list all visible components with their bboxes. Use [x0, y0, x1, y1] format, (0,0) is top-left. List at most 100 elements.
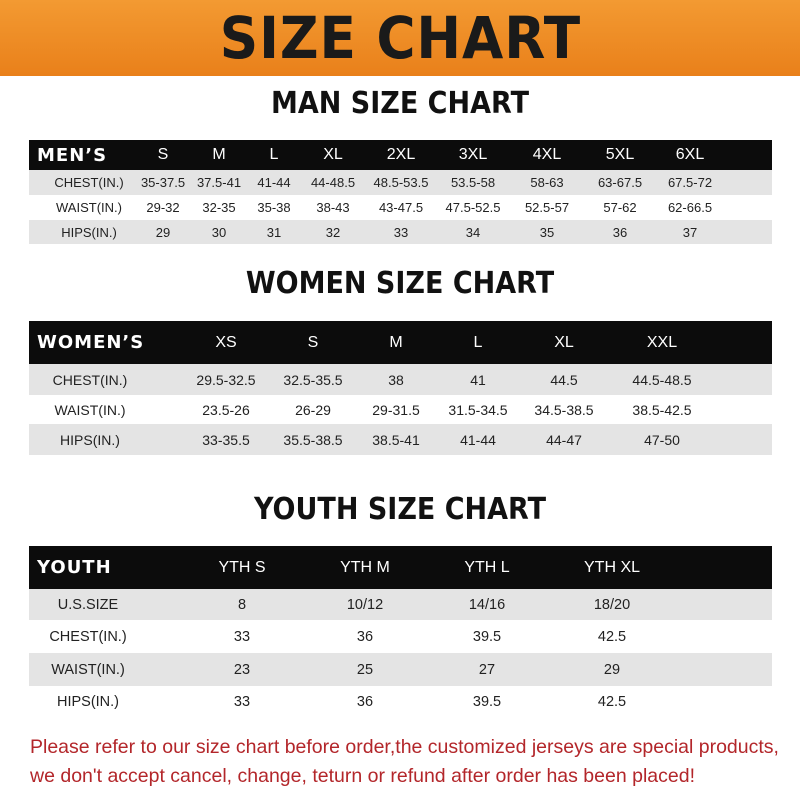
table-row: CHEST(IN.) 35-37.5 37.5-41 41-44 44-48.5 48.5… — [29, 170, 772, 195]
table-cell: 43-47.5 — [378, 200, 424, 215]
table-cell: 33 — [233, 694, 251, 710]
row-label: HIPS(IN.) — [60, 431, 120, 448]
size-header: 4XL — [532, 146, 562, 163]
table-cell: 38-43 — [316, 200, 350, 215]
size-header: XL — [554, 333, 574, 351]
size-header: 6XL — [675, 146, 705, 163]
table-row: CHEST(IN.) 29.5-32.5 32.5-35.5 38 41 44.5 44.5… — [29, 364, 772, 395]
table-cell: 31.5-34.5 — [448, 401, 508, 418]
row-label: CHEST(IN.) — [52, 371, 128, 388]
table-row: WAIST(IN.) 29-32 32-35 35-38 38-43 43-47.5 47.… — [29, 195, 772, 220]
size-header: 2XL — [386, 146, 416, 163]
size-header: YTH M — [340, 558, 390, 576]
table-cell: 30 — [211, 224, 227, 240]
size-chart-banner: SIZE CHART — [0, 0, 800, 76]
table-cell: 62-66.5 — [667, 200, 713, 215]
size-header: S — [307, 333, 319, 351]
size-header: XL — [323, 146, 343, 163]
table-label: YOUTH — [37, 557, 112, 578]
table-cell: 44.5 — [550, 371, 578, 388]
table-cell: 58-63 — [530, 175, 564, 190]
table-row: HIPS(IN.) 33 36 39.5 42.5 — [29, 686, 772, 718]
table-cell: 35-37.5 — [140, 175, 186, 190]
table-cell: 37.5-41 — [196, 175, 242, 190]
table-cell: 42.5 — [597, 694, 627, 710]
size-header: S — [157, 146, 169, 163]
table-cell: 29.5-32.5 — [196, 371, 256, 388]
table-cell: 41 — [470, 371, 486, 388]
size-header: YTH XL — [583, 558, 641, 576]
table-cell: 44.5-48.5 — [632, 371, 692, 388]
table-cell: 8 — [237, 596, 247, 613]
table-cell: 52.5-57 — [524, 200, 570, 215]
size-header: M — [389, 333, 403, 351]
table-cell: 18/20 — [593, 596, 631, 613]
table-cell: 57-62 — [603, 200, 637, 215]
table-label: MEN’S — [37, 144, 108, 166]
table-cell: 47.5-52.5 — [445, 200, 501, 215]
table-cell: 41-44 — [460, 431, 496, 448]
table-cell: 48.5-53.5 — [373, 175, 429, 190]
table-header: MEN’S S M L XL 2XL 3XL 4XL 5XL 6XL — [29, 140, 772, 170]
size-header: XXL — [646, 333, 678, 351]
table-row: WAIST(IN.) 23 25 27 29 — [29, 653, 772, 686]
size-header: L — [473, 333, 483, 351]
table-cell: 32-35 — [202, 200, 236, 215]
table-cell: 36 — [612, 224, 628, 240]
table-header: YOUTH YTH S YTH M YTH L YTH XL — [29, 546, 772, 589]
table-cell: 63-67.5 — [597, 175, 643, 190]
table-header: WOMEN’S XS S M L XL XXL — [29, 321, 772, 364]
table-row: CHEST(IN.) 33 36 39.5 42.5 — [29, 620, 772, 653]
table-cell: 37 — [682, 224, 698, 240]
table-cell: 34.5-38.5 — [534, 401, 594, 418]
table-cell: 29-31.5 — [372, 401, 420, 418]
table-cell: 14/16 — [468, 596, 506, 613]
table-row: HIPS(IN.) 29 30 31 32 33 34 35 36 37 — [29, 220, 772, 244]
size-header: M — [212, 146, 226, 163]
notice-line-1: Please refer to our size chart before or… — [30, 736, 779, 758]
row-label: CHEST(IN.) — [54, 175, 124, 190]
table-cell: 41-44 — [257, 175, 291, 190]
table-cell: 29 — [603, 661, 621, 678]
table-cell: 35 — [539, 224, 555, 240]
women-size-table: WOMEN’S XS S M L XL XXL CHEST(IN.) 29.5-32.5 32.5… — [29, 321, 772, 455]
size-header: XS — [215, 333, 237, 351]
notice-line-2: we don't accept cancel, change, teturn o… — [30, 765, 695, 787]
table-cell: 47-50 — [644, 431, 680, 448]
table-cell: 33 — [393, 224, 409, 240]
table-cell: 29 — [155, 224, 171, 240]
men-title: MAN SIZE CHART — [271, 86, 529, 121]
table-cell: 33 — [233, 628, 251, 645]
men-size-table: MEN’S S M L XL 2XL 3XL 4XL 5XL 6XL CHEST(IN.) 35-37… — [29, 140, 772, 244]
table-cell: 29-32 — [146, 200, 180, 215]
table-cell: 36 — [356, 628, 374, 645]
row-label: HIPS(IN.) — [61, 224, 117, 240]
table-cell: 44-47 — [546, 431, 582, 448]
row-label: WAIST(IN.) — [51, 661, 125, 678]
row-label: WAIST(IN.) — [54, 401, 126, 418]
table-row: HIPS(IN.) 33-35.5 35.5-38.5 38.5-41 41-44 44-… — [29, 424, 772, 455]
table-cell: 33-35.5 — [202, 431, 250, 448]
row-label: U.S.SIZE — [57, 596, 119, 613]
table-cell: 39.5 — [472, 694, 502, 710]
row-label: HIPS(IN.) — [56, 694, 120, 710]
table-cell: 26-29 — [295, 401, 331, 418]
table-cell: 44-48.5 — [310, 175, 356, 190]
youth-title: YOUTH SIZE CHART — [253, 492, 547, 527]
table-cell: 31 — [266, 224, 282, 240]
table-cell: 25 — [356, 661, 374, 678]
table-cell: 53.5-58 — [450, 175, 496, 190]
table-row: WAIST(IN.) 23.5-26 26-29 29-31.5 31.5-34.5 34… — [29, 395, 772, 424]
women-title: WOMEN SIZE CHART — [245, 266, 555, 301]
size-header: L — [269, 146, 279, 163]
table-cell: 39.5 — [472, 628, 502, 645]
table-row: U.S.SIZE 8 10/12 14/16 18/20 — [29, 589, 772, 620]
table-cell: 32.5-35.5 — [283, 371, 343, 388]
table-cell: 34 — [465, 224, 481, 240]
table-cell: 42.5 — [597, 628, 627, 645]
row-label: CHEST(IN.) — [49, 628, 127, 645]
table-cell: 10/12 — [346, 596, 384, 613]
table-cell: 36 — [356, 694, 374, 710]
size-header: 5XL — [605, 146, 635, 163]
table-cell: 67.5-72 — [667, 175, 713, 190]
